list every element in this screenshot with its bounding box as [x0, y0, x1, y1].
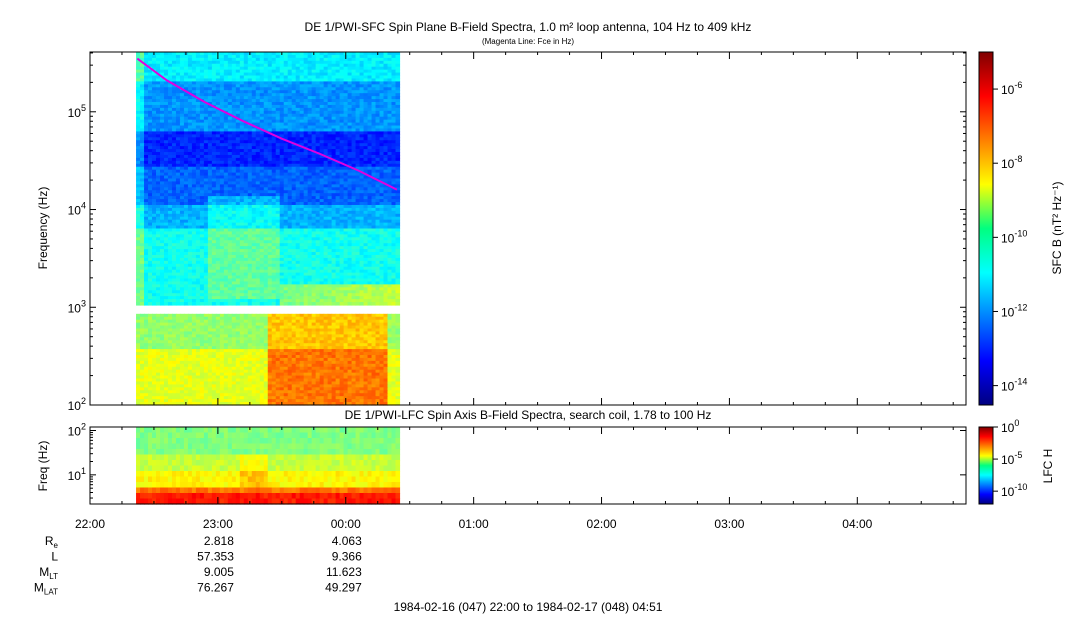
lfc-plot-frame	[89, 426, 967, 505]
sfc-colorbar	[978, 51, 994, 406]
fce-magenta-line	[136, 57, 398, 191]
x-tick-label: 00:00	[331, 517, 361, 531]
sfc-colorbar-label: SFC B (nT² Hz⁻¹)	[1050, 182, 1064, 275]
lfc-spectrogram	[136, 427, 401, 505]
lfc-y-tick-label: 101	[68, 466, 86, 483]
ephemeris-value: 9.366	[332, 550, 362, 564]
sfc-y-tick-label: 104	[68, 201, 86, 218]
sfc-y-tick-label: 103	[68, 298, 86, 315]
x-tick-label: 22:00	[75, 517, 105, 531]
lfc-colorbar-tick-label: 10-5	[1001, 450, 1022, 467]
ephemeris-table: Re 2.818 4.063 L 57.353 9.366 MLT 9.005 11.623 ML…	[34, 534, 362, 597]
lfc-colorbar-tick-label: 100	[1001, 418, 1019, 435]
ephemeris-value: 57.353	[197, 550, 234, 564]
time-range: 1984-02-16 (047) 22:00 to 1984-02-17 (04…	[394, 600, 663, 614]
sfc-y-tick-label: 105	[68, 103, 86, 120]
sfc-y-label: Frequency (Hz)	[36, 187, 50, 270]
lfc-colorbar-ticks: 100 10-5 10-10	[993, 418, 1027, 499]
ephemeris-row-label: MLT	[39, 565, 58, 581]
lfc-colorbar-label: LFC H	[1041, 449, 1055, 484]
sfc-y-axis: 102 103 104 105	[68, 52, 966, 413]
lfc-colorbar	[978, 426, 994, 505]
x-tick-label: 03:00	[714, 517, 744, 531]
lfc-title: DE 1/PWI-LFC Spin Axis B-Field Spectra, …	[345, 408, 712, 422]
ephemeris-row-label: L	[51, 550, 58, 564]
sfc-colorbar-tick-label: 10-14	[1001, 377, 1027, 394]
sfc-colorbar-ticks: 10-6 10-8 10-10 10-12 10-14	[993, 80, 1027, 394]
sfc-colorbar-tick-label: 10-6	[1001, 80, 1022, 97]
ephemeris-value: 49.297	[325, 581, 362, 595]
sfc-subtitle: (Magenta Line: Fce in Hz)	[482, 37, 574, 46]
sfc-colorbar-tick-label: 10-8	[1001, 154, 1022, 171]
ephemeris-value: 4.063	[332, 534, 362, 548]
lfc-y-axis: 102 101	[68, 422, 966, 499]
ephemeris-value: 9.005	[204, 565, 234, 579]
x-tick-label: 02:00	[587, 517, 617, 531]
sfc-plot-frame	[89, 51, 967, 406]
ephemeris-value: 11.623	[326, 565, 362, 579]
time-x-axis: 22:00 23:00 00:00 01:00 02:00 03:00 04:00	[75, 52, 954, 531]
sfc-title: DE 1/PWI-SFC Spin Plane B-Field Spectra,…	[305, 20, 752, 34]
sfc-colorbar-tick-label: 10-10	[1001, 228, 1027, 245]
ephemeris-row-label: Re	[45, 534, 59, 550]
x-tick-label: 01:00	[459, 517, 489, 531]
lfc-y-tick-label: 102	[68, 422, 86, 439]
band-gap	[136, 306, 400, 313]
ephemeris-value: 2.818	[204, 534, 234, 548]
sfc-colorbar-tick-label: 10-12	[1001, 302, 1027, 319]
x-tick-label: 23:00	[203, 517, 233, 531]
sfc-y-tick-label: 102	[68, 396, 86, 413]
sfc-spectrogram	[136, 52, 401, 406]
lfc-colorbar-tick-label: 10-10	[1001, 482, 1027, 499]
x-tick-label: 04:00	[842, 517, 872, 531]
ephemeris-value: 76.267	[197, 581, 234, 595]
ephemeris-row-label: MLAT	[34, 581, 58, 597]
lfc-y-label: Freq (Hz)	[36, 441, 50, 492]
